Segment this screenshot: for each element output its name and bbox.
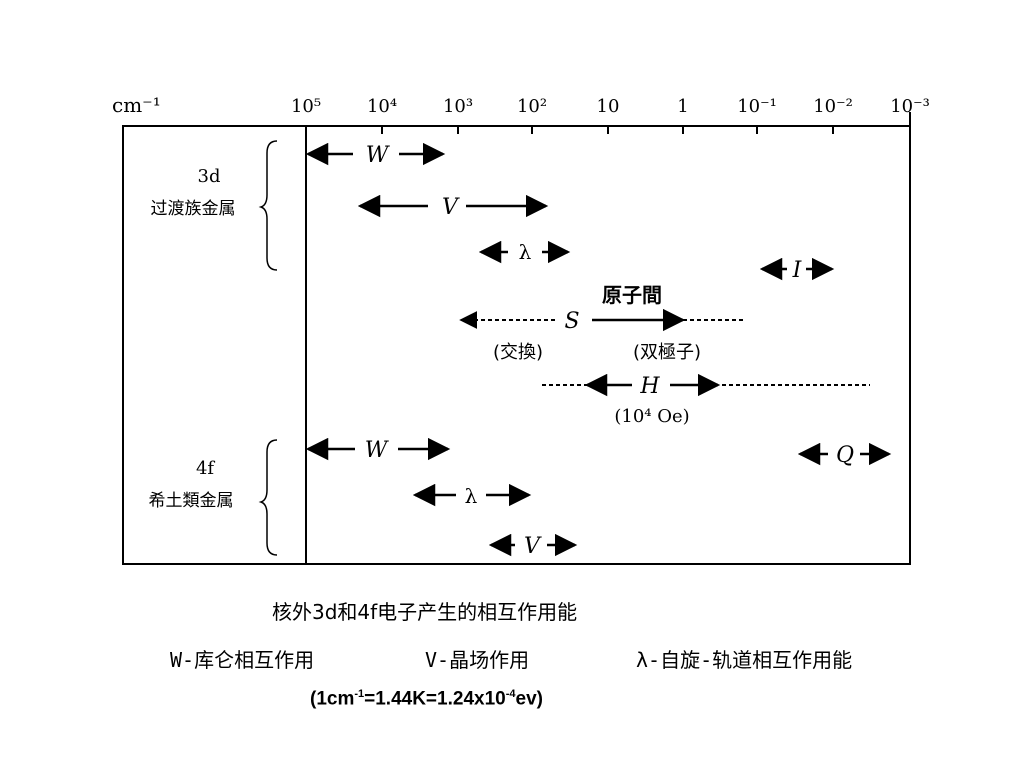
legend-spin-orbit: λ-自旋-轨道相互作用能 <box>636 648 853 672</box>
label-3d-W: W <box>366 143 391 168</box>
range-4f-coulomb: W <box>305 437 451 463</box>
label-4f-V: V <box>524 534 542 559</box>
label-3d-lambda: λ <box>519 240 532 264</box>
range-3d-spin-orbit: λ <box>478 240 571 264</box>
label-3d-V: V <box>442 195 460 220</box>
range-3d-crystal-field: V <box>357 194 549 220</box>
group-4f-brace <box>258 439 278 556</box>
caption-legend: W-库仑相互作用 V-晶场作用 λ-自旋-轨道相互作用能 <box>170 644 970 740</box>
label-dipole: (双極子) <box>633 342 701 363</box>
tick-label: 10² <box>517 96 547 117</box>
caption-title: 核外3d和4f电子产生的相互作用能 <box>272 600 578 624</box>
axis-unit-label: cm⁻¹ <box>112 93 161 117</box>
label-interatomic-title: 原子間 <box>602 283 662 307</box>
range-4f-crystal-field: V <box>488 533 578 559</box>
label-4f-W: W <box>365 438 390 463</box>
tick-label: 10⁻² <box>813 96 853 117</box>
conversion-part: ev) <box>515 688 543 710</box>
tick-label: 10⁻¹ <box>737 96 777 117</box>
conversion-part: (1cm <box>310 688 355 710</box>
tick-label: 1 <box>677 96 688 117</box>
caption-unit-conversion: (1cm-1=1.44K=1.24x10-4ev) <box>310 688 543 710</box>
conversion-part: =1.44K=1.24x10 <box>364 688 506 710</box>
tick-label: 10⁴ <box>367 96 397 117</box>
axis-ticks <box>305 126 911 134</box>
legend-coulomb: W-库仑相互作用 <box>170 648 315 672</box>
tick-label: 10⁵ <box>291 96 321 117</box>
group-4f-label: 4f <box>196 458 215 479</box>
tick-label: 10³ <box>443 96 473 117</box>
energy-scale-diagram: cm⁻¹ 10⁵ 10⁴ 10³ 10² 10 1 10⁻¹ 10⁻² 10⁻³… <box>112 93 930 565</box>
label-S: S <box>564 309 579 334</box>
label-H: H <box>639 374 660 399</box>
tick-label: 10 <box>597 96 620 117</box>
range-magnetic-field: H (10⁴ Oe) <box>542 373 870 427</box>
range-interatomic: 原子間 S (交換) (双極子) <box>459 283 746 363</box>
group-4f-name: 希土類金属 <box>149 491 234 511</box>
conversion-exponent: -1 <box>354 688 365 700</box>
group-3d-name: 过渡族金属 <box>151 199 236 219</box>
range-3d-hyperfine: I <box>759 257 835 283</box>
range-3d-coulomb: W <box>305 142 446 168</box>
axis-tick-labels: 10⁵ 10⁴ 10³ 10² 10 1 10⁻¹ 10⁻² 10⁻³ <box>291 96 930 117</box>
conversion-exponent: -4 <box>505 688 516 700</box>
group-3d-label: 3d <box>198 166 221 187</box>
tick-label: 10⁻³ <box>890 96 930 117</box>
label-3d-I: I <box>792 258 803 283</box>
range-4f-quadrupole: Q <box>797 442 892 468</box>
label-4f-lambda: λ <box>465 484 478 508</box>
diagram-frame <box>122 125 911 565</box>
legend-crystal-field: V-晶场作用 <box>425 648 530 672</box>
label-H-note: (10⁴ Oe) <box>614 406 689 427</box>
group-3d-brace <box>258 140 278 271</box>
label-exchange: (交換) <box>493 342 543 363</box>
label-4f-Q: Q <box>836 443 854 468</box>
range-4f-spin-orbit: λ <box>412 483 532 508</box>
